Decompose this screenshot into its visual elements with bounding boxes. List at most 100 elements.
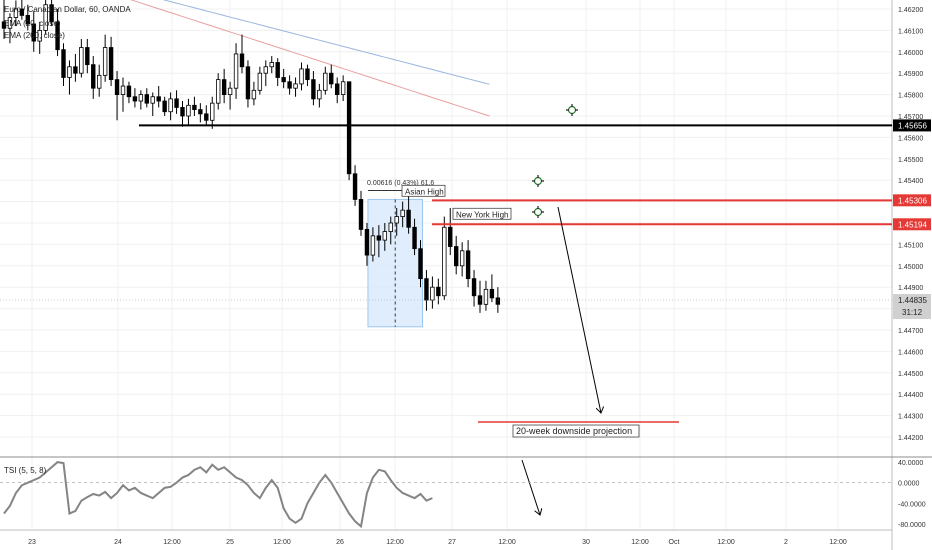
candle[interactable] — [459, 242, 465, 277]
ema-200-line[interactable] — [100, 0, 490, 117]
candle[interactable] — [174, 90, 179, 114]
candle[interactable] — [186, 98, 191, 125]
candle[interactable] — [317, 83, 322, 108]
candle[interactable] — [489, 274, 495, 303]
candle-body — [126, 85, 132, 98]
candle[interactable] — [352, 165, 358, 206]
candle[interactable] — [55, 9, 60, 57]
candle[interactable] — [108, 36, 114, 87]
tsi-axis[interactable]: 40.0000 0.0000 -40.0000 -80.0000 — [898, 460, 926, 529]
candle[interactable] — [334, 77, 340, 104]
candle[interactable] — [465, 240, 471, 288]
candle[interactable] — [394, 208, 399, 236]
candle[interactable] — [31, 11, 36, 52]
candle[interactable] — [251, 81, 257, 106]
candle-body — [376, 235, 382, 241]
candle[interactable] — [412, 218, 417, 256]
candle[interactable] — [97, 64, 102, 97]
candle[interactable] — [263, 60, 268, 87]
new-york-high-tag[interactable]: New York High — [452, 207, 512, 220]
candlestick-series[interactable] — [1, 0, 501, 313]
candle[interactable] — [1, 0, 7, 39]
candle[interactable] — [227, 81, 233, 110]
candle[interactable] — [73, 53, 78, 82]
candle[interactable] — [323, 66, 328, 95]
candle[interactable] — [388, 216, 393, 245]
candle[interactable] — [138, 90, 144, 110]
asian-high-tag[interactable]: Asian High — [401, 184, 446, 197]
candle[interactable] — [120, 77, 126, 112]
candle[interactable] — [406, 195, 411, 234]
candle[interactable] — [61, 43, 66, 87]
candle[interactable] — [329, 64, 334, 89]
candle[interactable] — [43, 0, 48, 35]
candle[interactable] — [305, 64, 310, 87]
candle[interactable] — [25, 4, 30, 31]
crosshair-marker-3[interactable] — [532, 206, 544, 218]
candle[interactable] — [299, 62, 304, 91]
candle[interactable] — [269, 56, 274, 74]
countdown-label-text: 31:12 — [902, 308, 923, 317]
candle[interactable] — [162, 96, 167, 116]
candle[interactable] — [67, 60, 72, 95]
candle[interactable] — [287, 75, 292, 95]
candle-body — [25, 15, 30, 25]
candle[interactable] — [275, 58, 280, 87]
candle[interactable] — [210, 96, 215, 129]
candle[interactable] — [85, 38, 90, 74]
candle[interactable] — [132, 88, 138, 108]
candle[interactable] — [156, 86, 161, 108]
candle[interactable] — [340, 75, 346, 102]
candle[interactable] — [239, 34, 245, 74]
candle[interactable] — [257, 66, 263, 95]
candle[interactable] — [281, 68, 286, 89]
candle-body — [269, 62, 274, 68]
candle[interactable] — [418, 240, 423, 288]
candle[interactable] — [376, 225, 382, 258]
candle[interactable] — [91, 56, 96, 99]
candle[interactable] — [221, 68, 227, 104]
candle[interactable] — [453, 235, 459, 275]
candle[interactable] — [198, 103, 203, 123]
candle[interactable] — [233, 43, 239, 99]
candle[interactable] — [79, 38, 84, 78]
candle[interactable] — [311, 71, 316, 106]
candle[interactable] — [215, 73, 221, 110]
candle[interactable] — [483, 280, 489, 311]
candle[interactable] — [442, 216, 447, 301]
crosshair-marker-2[interactable] — [532, 175, 544, 187]
candle[interactable] — [346, 81, 352, 181]
candle[interactable] — [495, 287, 501, 313]
candle[interactable] — [150, 92, 155, 116]
candle[interactable] — [382, 223, 387, 251]
candle[interactable] — [168, 92, 173, 121]
candle[interactable] — [293, 77, 298, 97]
candle[interactable] — [370, 227, 376, 262]
candle[interactable] — [102, 34, 108, 82]
candle[interactable] — [364, 223, 370, 266]
candle[interactable] — [204, 105, 209, 125]
projection-tag[interactable]: 20-week downside projection — [512, 424, 640, 438]
projection-arrow[interactable] — [557, 206, 601, 413]
tsi-line[interactable] — [3, 461, 433, 529]
candle[interactable] — [448, 208, 453, 256]
candle[interactable] — [126, 81, 132, 104]
candle[interactable] — [400, 201, 405, 228]
tsi-arrow[interactable] — [521, 459, 540, 515]
candle-body — [227, 87, 233, 96]
candle[interactable] — [471, 270, 477, 307]
candle[interactable] — [358, 190, 364, 236]
crosshair-marker-1[interactable] — [566, 104, 578, 116]
candle[interactable] — [180, 101, 185, 127]
candle[interactable] — [245, 60, 251, 108]
candle[interactable] — [114, 71, 120, 121]
candle[interactable] — [144, 88, 149, 108]
candle[interactable] — [37, 21, 42, 54]
time-axis[interactable]: 23 24 12:00 25 12:00 26 12:00 27 12:00 30 12:00 Oct… — [28, 539, 847, 546]
candle[interactable] — [7, 13, 13, 44]
candle[interactable] — [19, 0, 25, 20]
candle[interactable] — [192, 96, 197, 116]
ema-20-line[interactable] — [100, 0, 490, 85]
candle[interactable] — [49, 0, 54, 27]
candle[interactable] — [13, 0, 19, 27]
